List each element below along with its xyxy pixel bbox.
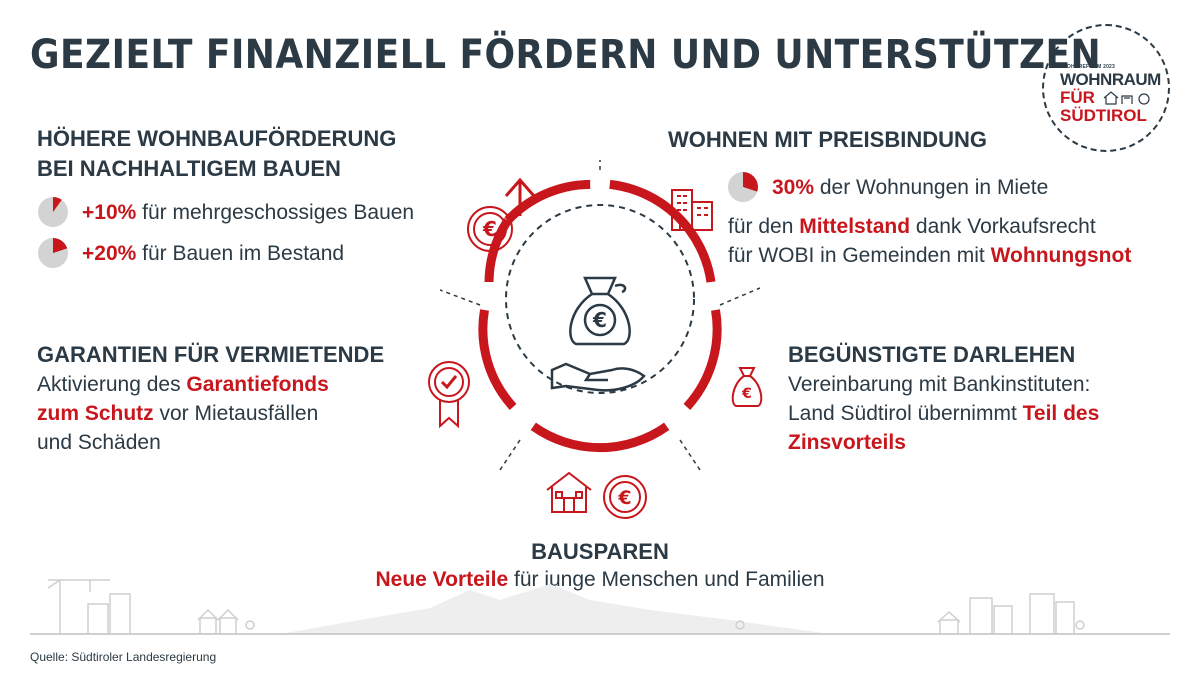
logo-small-text: WOHNREFORM 2023 — [1062, 64, 1116, 70]
pie-10-percent-icon — [38, 197, 68, 227]
hand-icon — [550, 362, 646, 392]
source-note: Quelle: Südtiroler Landesregierung — [30, 650, 217, 664]
text-preisbindung: für den Mittelstand dank Vorkaufsrecht f… — [728, 212, 1131, 270]
heading-darlehen: BEGÜNSTIGTE DARLEHEN — [788, 342, 1076, 367]
text-darlehen: Vereinbarung mit Bankinstituten: Land Sü… — [788, 370, 1099, 457]
pie-30-percent-icon — [728, 172, 758, 202]
page-title: GEZIELT FINANZIELL FÖRDERN UND UNTERSTÜT… — [30, 32, 1102, 78]
highlight-neue-vorteile: Neue Vorteile — [375, 568, 509, 591]
text-vorkaufsrecht: dank Vorkaufsrecht — [910, 215, 1096, 238]
logo-line-1: WOHNRAUM — [1060, 70, 1161, 89]
text-wohnungen-miete: der Wohnungen in Miete — [814, 175, 1049, 199]
highlight-teil-des: Teil des — [1022, 402, 1100, 425]
heading-wohnbaufoerderung-2: BEI NACHHALTIGEM BAUEN — [37, 156, 341, 181]
text-bankinstitute: Vereinbarung mit Bankinstituten: — [788, 373, 1091, 396]
arrow-up-icon — [504, 177, 536, 216]
svg-text:€: € — [617, 487, 631, 509]
highlight-20-percent: +20% — [82, 241, 137, 265]
certificate-badge-icon — [428, 361, 470, 429]
svg-text:€: € — [592, 308, 607, 332]
highlight-zinsvorteils: Zinsvorteils — [788, 431, 906, 454]
text-land-suedtirol: Land Südtirol übernimmt — [788, 402, 1023, 425]
money-bag-icon: € — [569, 276, 631, 346]
text-wobi: für WOBI in Gemeinden mit — [728, 244, 991, 267]
text-mehrgeschossig: für mehrgeschossiges Bauen — [136, 200, 415, 224]
list-item-mehrgeschossig: +10% für mehrgeschossiges Bauen — [38, 197, 414, 227]
highlight-10-percent: +10% — [82, 200, 137, 224]
text-bestand: für Bauen im Bestand — [136, 241, 345, 265]
svg-text:€: € — [482, 217, 497, 241]
text-aktivierung: Aktivierung des — [37, 373, 187, 396]
euro-coin-icon-bottom: € — [603, 475, 647, 519]
heading-garantien: GARANTIEN FÜR VERMIETENDE — [37, 342, 385, 367]
text-bausparen: Neue Vorteile für junge Menschen und Fam… — [0, 565, 1200, 594]
heading-wohnbaufoerderung-1: HÖHERE WOHNBAUFÖRDERUNG — [37, 126, 397, 151]
text-fuer-den: für den — [728, 215, 800, 238]
euro-coin-icon-top: € — [467, 206, 513, 252]
heading-bausparen: BAUSPAREN — [531, 539, 669, 564]
svg-text:€: € — [741, 386, 752, 402]
logo-icons — [1103, 91, 1150, 105]
text-schaeden: und Schäden — [37, 431, 161, 454]
house-icon — [546, 471, 592, 513]
money-bag-small-icon: € — [731, 367, 763, 407]
heading-preisbindung: WOHNEN MIT PREISBINDUNG — [668, 127, 987, 152]
text-garantien: Aktivierung des Garantiefonds zum Schutz… — [37, 370, 417, 457]
logo-line-3: SÜDTIROL — [1060, 106, 1147, 125]
highlight-30-percent: 30% — [772, 175, 815, 199]
highlight-zum-schutz: zum Schutz — [37, 402, 154, 425]
skyline-decoration — [30, 579, 1170, 635]
highlight-mittelstand: Mittelstand — [799, 215, 911, 238]
list-item-30-percent: 30% der Wohnungen in Miete — [728, 172, 1048, 202]
highlight-garantiefonds: Garantiefonds — [186, 373, 329, 396]
pie-20-percent-icon — [38, 238, 68, 268]
wohnraum-logo: WOHNREFORM 2023 WOHNRAUM FÜR SÜDTIROL — [1042, 24, 1170, 152]
highlight-wohnungsnot: Wohnungsnot — [990, 244, 1132, 267]
logo-line-2: FÜR — [1060, 88, 1095, 107]
text-junge-menschen: für junge Menschen und Familien — [508, 568, 825, 591]
text-mietausfaelle: vor Mietausfällen — [153, 402, 319, 425]
list-item-bestand: +20% für Bauen im Bestand — [38, 238, 344, 268]
